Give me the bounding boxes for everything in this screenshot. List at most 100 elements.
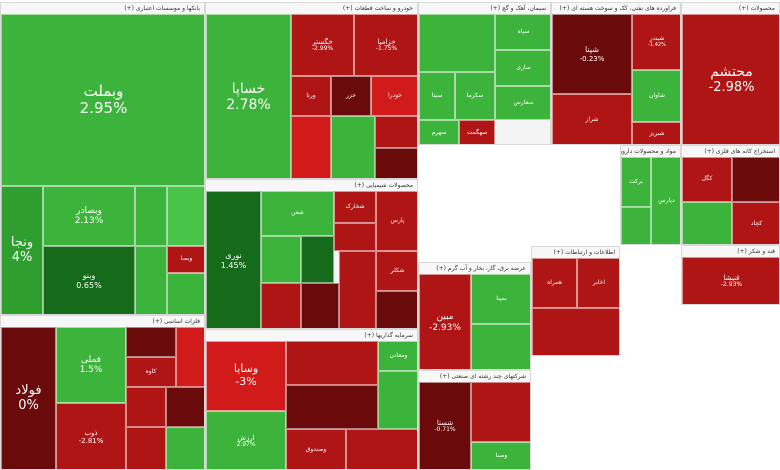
stock-tile[interactable]: مبین -2.93%: [419, 274, 471, 369]
stock-name: کچاد: [750, 219, 763, 227]
sector-block: بانکها و موسسات اعتباری (+) وبملت 2.95% ونج…: [0, 2, 205, 315]
filler-tile: [376, 291, 417, 328]
stock-tile[interactable]: سپاه: [495, 14, 550, 50]
stock-name: سفارس: [513, 98, 534, 106]
stock-name: شبندر: [649, 34, 665, 42]
sector-block: استخراج کانه های فلزی (+) کگل کچاد: [681, 145, 780, 245]
stock-tile[interactable]: وصندوق: [286, 429, 346, 469]
stock-name: وبملت: [83, 81, 124, 100]
stock-tile[interactable]: همراه: [532, 258, 577, 308]
stock-tile[interactable]: سیتا: [419, 72, 455, 120]
stock-tile[interactable]: وبصا: [167, 246, 204, 273]
filler-tile: [135, 246, 167, 314]
stock-tile[interactable]: ساری: [495, 50, 550, 86]
sector-block: محصولات شیمیایی (+) نوری 1.45% شخارک پارس شفن…: [205, 179, 418, 329]
stock-name: وسایا: [233, 362, 259, 376]
stock-tile[interactable]: بمپنا: [471, 274, 530, 324]
stock-tile[interactable]: ورنا: [291, 76, 331, 116]
stock-tile[interactable]: فملی 1.5%: [56, 327, 126, 403]
stock-name: همراه: [547, 278, 562, 286]
stock-tile[interactable]: پارس: [376, 191, 417, 251]
stock-tile[interactable]: شستا -0.71%: [419, 382, 471, 469]
stock-tile[interactable]: شفن: [261, 191, 334, 236]
filler-tile: [375, 116, 417, 148]
stock-name: اخابر: [592, 278, 606, 286]
stock-tile[interactable]: ومعادن: [378, 341, 417, 371]
stock-tile[interactable]: سهگمت: [459, 120, 495, 144]
stock-name: شبریز: [649, 129, 665, 137]
stock-tile[interactable]: وبملت 2.95%: [1, 14, 204, 186]
stock-name: وبصا: [180, 255, 193, 263]
stock-tile[interactable]: وبنو 0.65%: [43, 246, 135, 314]
filler-tile: [166, 427, 204, 469]
sector-block: قند و شکر (+) قنیشا -2.93%: [681, 245, 780, 305]
sector-block: فلزات اساسی (+) فولاد 0% فملی 1.5% ذوب -2.81% ک…: [0, 315, 205, 470]
filler-tile: [126, 327, 176, 357]
stock-tile[interactable]: شخارک: [334, 191, 376, 223]
filler-tile: [126, 387, 166, 427]
stock-tile[interactable]: شکلر: [376, 251, 417, 291]
stock-tile[interactable]: نوری 1.45%: [206, 191, 261, 328]
stock-tile[interactable]: ونجا 4%: [1, 186, 43, 314]
stock-change: 2.95%: [79, 99, 128, 117]
stock-change: -3%: [235, 375, 257, 388]
stock-tile[interactable]: ارزش 2.97%: [206, 411, 286, 469]
stock-name: مبین: [436, 312, 454, 323]
stock-tile[interactable]: فولاد 0%: [1, 327, 56, 469]
stock-tile[interactable]: سکرما: [455, 72, 495, 120]
stock-name: وبصادر: [76, 205, 102, 216]
filler-tile: [532, 308, 619, 355]
stock-change: -2.93%: [429, 322, 461, 333]
stock-change: -2.81%: [78, 437, 104, 445]
stock-name: خودرا: [387, 91, 403, 99]
stock-tile[interactable]: ذوب -2.81%: [56, 403, 126, 469]
stock-tile[interactable]: اخابر: [577, 258, 619, 308]
stock-tile[interactable]: شبریز: [632, 122, 680, 144]
stock-tile[interactable]: برکت: [621, 157, 651, 207]
stock-name: شپنا: [585, 45, 599, 55]
filler-tile: [286, 385, 378, 429]
stock-tile[interactable]: محتشم -2.98%: [682, 14, 779, 144]
stock-tile[interactable]: قنیشا -2.93%: [682, 257, 779, 304]
stock-name: دپارس: [658, 197, 675, 205]
filler-tile: [167, 273, 204, 314]
stock-name: ونجا: [10, 234, 34, 250]
stock-name: کاوه: [145, 367, 157, 375]
stock-tile[interactable]: کچاد: [732, 202, 779, 244]
stock-tile[interactable]: کاوه: [126, 357, 176, 387]
stock-tile[interactable]: خساپا 2.78%: [206, 14, 291, 178]
stock-tile[interactable]: کگل: [682, 157, 732, 202]
stock-name: فولاد: [15, 383, 42, 399]
filler-tile: [682, 202, 732, 244]
filler-tile: [346, 429, 417, 469]
stock-tile[interactable]: وصنا: [471, 442, 530, 469]
filler-tile: [176, 327, 204, 387]
filler-tile: [166, 387, 204, 427]
stock-tile[interactable]: شراز: [552, 94, 632, 144]
stock-tile[interactable]: سفارس: [495, 86, 550, 120]
stock-tile[interactable]: وبصادر 2.13%: [43, 186, 135, 246]
stock-tile[interactable]: خودرا: [371, 76, 417, 116]
stock-tile[interactable]: وسایا -3%: [206, 341, 286, 411]
stock-change: 0.65%: [76, 280, 102, 290]
stock-tile[interactable]: خزامیا -1.75%: [354, 14, 417, 76]
stock-tile[interactable]: شاوان: [632, 70, 680, 122]
sector-block: فراورده های نفتی، کک و سوخت هسته ای (+) ش…: [551, 2, 681, 145]
filler-tile: [167, 186, 204, 246]
stock-change: -2.93%: [720, 281, 743, 289]
stock-tile[interactable]: سهرم: [419, 120, 459, 144]
stock-name: ساری: [516, 63, 531, 71]
sector-block: سیمان، آهک و گچ (+) سپاه ساری سیتا سکرما سفار…: [418, 2, 551, 145]
stock-tile[interactable]: شبندر -1.42%: [632, 14, 680, 70]
stock-tile[interactable]: دپارس: [651, 157, 680, 244]
stock-change: 2.13%: [74, 216, 104, 226]
stock-tile[interactable]: شپنا -0.23%: [552, 14, 632, 94]
sector-block: شرکتهای چند رشته ای صنعتی (+) شستا -0.71% و…: [418, 370, 531, 470]
stock-tile[interactable]: خزر: [331, 76, 371, 116]
stock-change: 2.78%: [226, 97, 271, 113]
filler-tile: [419, 14, 495, 72]
stock-name: نوری: [225, 251, 242, 261]
stock-tile[interactable]: خگستر -2.99%: [291, 14, 354, 76]
stock-name: خساپا: [231, 80, 266, 97]
